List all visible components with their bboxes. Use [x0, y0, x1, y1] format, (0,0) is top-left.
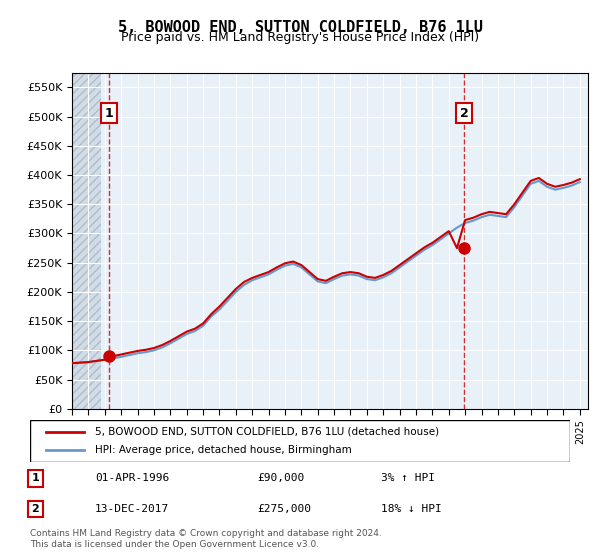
Text: 5, BOWOOD END, SUTTON COLDFIELD, B76 1LU: 5, BOWOOD END, SUTTON COLDFIELD, B76 1LU: [118, 20, 482, 35]
Text: 18% ↓ HPI: 18% ↓ HPI: [381, 504, 442, 514]
Text: 2: 2: [460, 106, 469, 120]
Text: 1: 1: [104, 106, 113, 120]
Text: 01-APR-1996: 01-APR-1996: [95, 473, 169, 483]
Text: Contains HM Land Registry data © Crown copyright and database right 2024.
This d: Contains HM Land Registry data © Crown c…: [30, 529, 382, 549]
Text: Price paid vs. HM Land Registry's House Price Index (HPI): Price paid vs. HM Land Registry's House …: [121, 31, 479, 44]
Text: £90,000: £90,000: [257, 473, 304, 483]
Text: 3% ↑ HPI: 3% ↑ HPI: [381, 473, 435, 483]
FancyBboxPatch shape: [30, 420, 570, 462]
Text: HPI: Average price, detached house, Birmingham: HPI: Average price, detached house, Birm…: [95, 445, 352, 455]
Text: 1: 1: [32, 473, 39, 483]
Text: 2: 2: [32, 504, 39, 514]
Text: £275,000: £275,000: [257, 504, 311, 514]
Bar: [72, 73, 101, 409]
Text: 5, BOWOOD END, SUTTON COLDFIELD, B76 1LU (detached house): 5, BOWOOD END, SUTTON COLDFIELD, B76 1LU…: [95, 427, 439, 437]
Text: 13-DEC-2017: 13-DEC-2017: [95, 504, 169, 514]
